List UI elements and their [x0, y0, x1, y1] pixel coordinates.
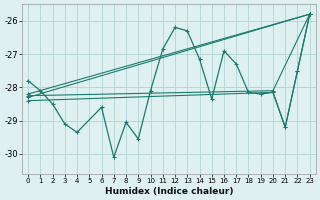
X-axis label: Humidex (Indice chaleur): Humidex (Indice chaleur)	[105, 187, 233, 196]
